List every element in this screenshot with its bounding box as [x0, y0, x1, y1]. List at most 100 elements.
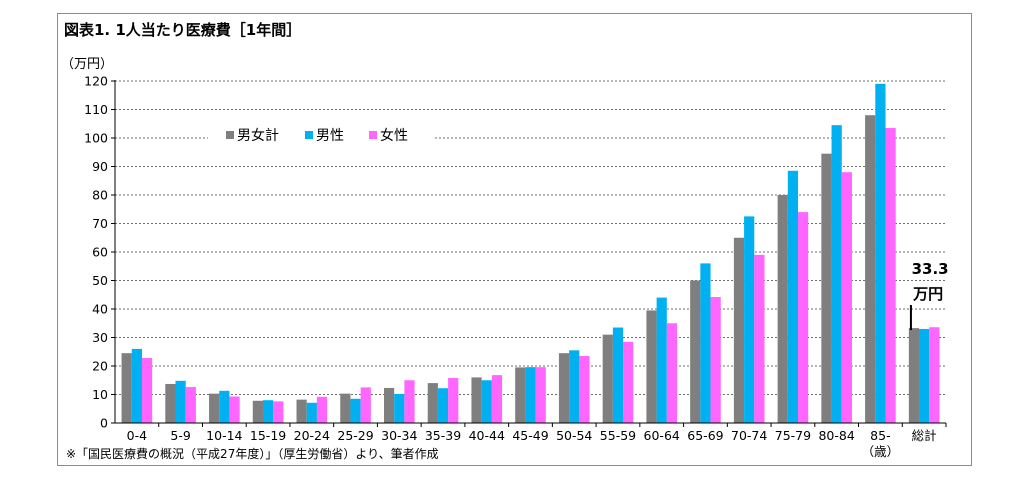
- bar-女性-10-14: [229, 396, 240, 423]
- x-tick-label-10-14: 10-14: [206, 428, 242, 443]
- x-tick-label-75-79: 75-79: [775, 428, 811, 443]
- bar-男性-15-19: [262, 400, 274, 423]
- bar-男女計-65-69: [690, 280, 701, 423]
- bar-男性-25-29: [350, 398, 361, 423]
- y-tick-label-70: 70: [92, 216, 108, 231]
- bar-chart: 0 10 20 30 40 50 60 70 80 90 100 110 120 0-4 5-9 10-14 1…: [84, 74, 949, 460]
- bar-男女計-50-54: [558, 353, 570, 423]
- x-tick-label-25-29: 25-29: [337, 428, 373, 443]
- bar-男女計-5-9: [165, 383, 176, 423]
- bar-男女計-30-34: [383, 387, 395, 423]
- legend-swatch-女性: [369, 131, 377, 139]
- legend-swatch-男性: [305, 131, 313, 139]
- y-tick-label-50: 50: [92, 273, 108, 288]
- y-tick-label-110: 110: [84, 102, 108, 117]
- bar-女性-総計: [929, 327, 940, 423]
- bar-男女計-35-39: [427, 383, 438, 423]
- chart-title: 図表1. 1人当たり医療費［1年間］: [64, 21, 302, 39]
- bar-女性-85-: [885, 128, 896, 423]
- annotation-unit: 万円: [912, 285, 943, 303]
- bar-男女計-60-64: [646, 310, 657, 423]
- legend-background: [208, 118, 433, 151]
- y-tick-label-80: 80: [92, 188, 108, 203]
- x-tick-label-35-39: 35-39: [425, 428, 461, 443]
- x-tick-label-60-64: 60-64: [644, 428, 680, 443]
- bar-男女計-25-29: [340, 393, 351, 423]
- bar-男性-85-: [875, 83, 886, 423]
- bar-女性-0-4: [141, 358, 153, 423]
- bar-女性-15-19: [273, 401, 284, 423]
- annotation-value: 33.3: [912, 260, 949, 278]
- bar-男性-40-44: [481, 380, 492, 423]
- bar-男性-80-84: [831, 125, 842, 424]
- bar-男女計-45-49: [515, 367, 526, 423]
- legend-label-男女計: 男女計: [237, 127, 279, 144]
- y-tick-label-0: 0: [100, 416, 108, 431]
- x-tick-label-80-84: 80-84: [818, 428, 854, 443]
- x-tick-label-総計: 総計: [912, 428, 937, 443]
- bar-女性-65-69: [710, 297, 721, 423]
- bar-男女計-75-79: [777, 195, 788, 423]
- x-tick-label-65-69: 65-69: [687, 428, 723, 443]
- bar-男性-10-14: [219, 390, 230, 423]
- x-tick-sublabel-85-: （歳）: [862, 444, 900, 459]
- x-tick-label-85-: 85-: [870, 428, 890, 443]
- bar-男性-20-24: [306, 402, 317, 423]
- x-tick-label-70-74: 70-74: [731, 428, 767, 443]
- bar-男女計-55-59: [602, 334, 613, 423]
- bar-男性-総計: [919, 328, 930, 423]
- y-tick-label-100: 100: [84, 131, 108, 146]
- bar-男女計-15-19: [252, 400, 263, 423]
- bar-男女計-20-24: [296, 399, 307, 423]
- bar-女性-25-29: [360, 387, 371, 423]
- legend-label-男性: 男性: [316, 128, 344, 144]
- bar-男性-45-49: [525, 367, 536, 423]
- y-tick-label-40: 40: [92, 302, 108, 317]
- bar-男女計-70-74: [733, 237, 745, 423]
- bar-男性-75-79: [787, 170, 799, 423]
- legend-swatch-男女計: [226, 131, 234, 139]
- bar-男女計-40-44: [471, 377, 482, 423]
- bar-男性-65-69: [700, 263, 711, 423]
- bar-男性-30-34: [394, 393, 405, 423]
- bar-男性-70-74: [744, 216, 755, 423]
- x-tick-label-15-19: 15-19: [250, 428, 286, 443]
- x-tick-label-40-44: 40-44: [469, 428, 505, 443]
- y-axis-unit-label: （万円）: [61, 57, 114, 72]
- bar-男性-5-9: [175, 380, 186, 423]
- bar-男性-60-64: [656, 297, 667, 423]
- x-tick-label-55-59: 55-59: [600, 428, 636, 443]
- bar-男性-55-59: [612, 327, 624, 423]
- bar-男女計-10-14: [209, 393, 220, 423]
- bar-女性-50-54: [579, 356, 590, 423]
- x-tick-label-5-9: 5-9: [170, 428, 190, 443]
- bar-男性-50-54: [569, 350, 580, 423]
- bar-男女計-総計: [908, 328, 920, 423]
- source-note: ※「国民医療費の概況（平成27年度）」（厚生労働省）より、筆者作成: [66, 447, 439, 461]
- bar-男女計-80-84: [821, 153, 832, 424]
- bar-男女計-85-: [865, 115, 876, 423]
- bar-女性-40-44: [491, 375, 503, 423]
- bar-男性-0-4: [131, 348, 142, 423]
- chart-frame: 図表1. 1人当たり医療費［1年間］ （万円） 0 10 20 30 40 50 60 70 8…: [57, 13, 972, 466]
- legend-label-女性: 女性: [380, 127, 408, 144]
- bar-女性-70-74: [754, 254, 765, 423]
- bar-女性-60-64: [666, 323, 678, 423]
- bar-女性-45-49: [535, 367, 546, 423]
- bar-女性-75-79: [798, 212, 809, 423]
- y-tick-label-120: 120: [84, 74, 108, 89]
- y-tick-label-90: 90: [92, 159, 108, 174]
- bar-男性-35-39: [437, 388, 449, 423]
- y-tick-label-20: 20: [92, 359, 108, 374]
- bar-女性-5-9: [185, 387, 196, 423]
- bar-女性-80-84: [841, 172, 852, 423]
- bar-男女計-0-4: [121, 353, 132, 423]
- x-tick-label-0-4: 0-4: [127, 428, 147, 443]
- bar-女性-20-24: [316, 396, 328, 423]
- x-tick-label-20-24: 20-24: [294, 428, 330, 443]
- y-tick-label-60: 60: [92, 245, 108, 260]
- y-tick-label-10: 10: [92, 387, 108, 402]
- bar-女性-35-39: [448, 377, 459, 423]
- bar-女性-55-59: [623, 341, 634, 423]
- y-tick-label-30: 30: [92, 330, 108, 345]
